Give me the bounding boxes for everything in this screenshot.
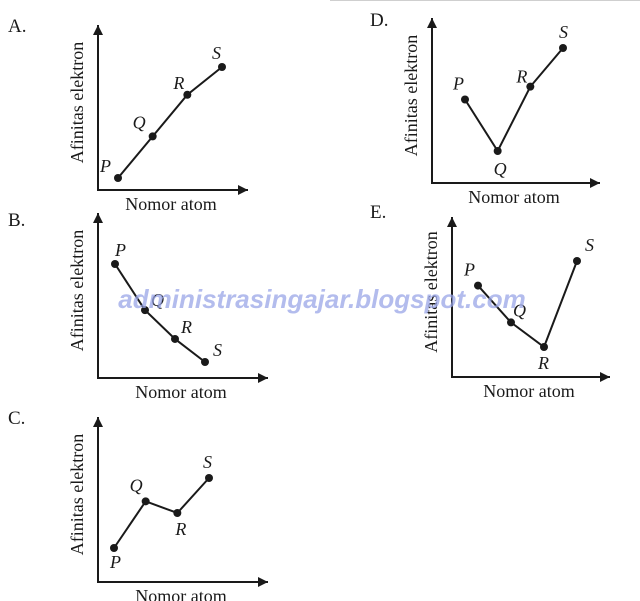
- option-letter: B.: [8, 210, 25, 231]
- point-label-r: R: [172, 73, 184, 93]
- point-label-p: P: [452, 74, 464, 94]
- point-label-q: Q: [494, 159, 507, 179]
- point-s: [201, 358, 209, 366]
- y-axis-label: Afinitas elektron: [67, 230, 87, 351]
- point-label-p: P: [109, 552, 121, 572]
- point-p: [114, 174, 122, 182]
- point-label-p: P: [99, 156, 111, 176]
- point-r: [540, 343, 548, 351]
- x-axis-label: Nomor atom: [483, 381, 575, 401]
- y-axis-label: Afinitas elektron: [401, 35, 421, 156]
- option-letter: C.: [8, 408, 25, 429]
- x-axis-label: Nomor atom: [468, 187, 560, 207]
- y-axis-arrow: [447, 217, 457, 227]
- point-label-q: Q: [151, 290, 164, 310]
- series-line: [477, 260, 578, 349]
- point-s: [218, 63, 226, 71]
- option-letter: E.: [370, 202, 386, 223]
- chart-option-3: C. Afinitas elektron Nomor atom P Q R S: [8, 408, 268, 601]
- y-axis-arrow: [427, 18, 437, 28]
- point-label-q: Q: [133, 112, 146, 132]
- x-axis-label: Nomor atom: [135, 382, 227, 402]
- point-label-r: R: [537, 353, 549, 373]
- point-q: [493, 147, 502, 155]
- y-axis-arrow: [93, 417, 103, 427]
- x-axis-arrow: [590, 178, 600, 188]
- point-r: [526, 82, 535, 91]
- point-r: [173, 509, 182, 517]
- x-axis-arrow: [258, 577, 268, 587]
- x-axis-label: Nomor atom: [135, 586, 227, 601]
- series-line: [464, 47, 564, 154]
- y-axis-label: Afinitas elektron: [67, 42, 87, 163]
- y-axis-arrow: [93, 213, 103, 223]
- x-axis-arrow: [600, 372, 610, 382]
- point-label-p: P: [114, 240, 126, 260]
- chart-option-5: E. Afinitas elektron Nomor atom P Q R S: [370, 202, 610, 401]
- point-label-p: P: [463, 260, 475, 280]
- point-label-s: S: [585, 235, 594, 255]
- point-label-s: S: [212, 43, 221, 63]
- option-letter: D.: [370, 10, 388, 31]
- point-p: [474, 281, 482, 290]
- x-axis-arrow: [258, 373, 268, 383]
- point-label-r: R: [174, 519, 186, 539]
- point-label-q: Q: [513, 300, 526, 320]
- point-p: [461, 95, 469, 104]
- point-s: [205, 474, 213, 482]
- point-label-s: S: [203, 452, 212, 472]
- y-axis-arrow: [93, 25, 103, 35]
- series-line: [114, 263, 206, 363]
- point-r: [171, 334, 179, 343]
- axes: [451, 217, 610, 378]
- point-q: [141, 497, 150, 506]
- chart-option-2: B. Afinitas elektron Nomor atom P QR S: [8, 210, 268, 402]
- y-axis-label: Afinitas elektron: [67, 434, 87, 555]
- x-axis-label: Nomor atom: [125, 194, 217, 214]
- axes: [97, 417, 268, 583]
- point-r: [183, 90, 192, 99]
- point-p: [111, 260, 119, 268]
- y-axis-label: Afinitas elektron: [421, 231, 441, 352]
- point-q: [148, 132, 157, 141]
- point-s: [559, 44, 567, 52]
- axes: [97, 25, 248, 191]
- axes: [431, 18, 600, 184]
- x-axis-arrow: [238, 185, 248, 195]
- chart-option-1: A. Afinitas elektron Nomor atom P Q R S: [8, 16, 248, 214]
- point-s: [573, 257, 581, 265]
- point-label-q: Q: [130, 475, 143, 495]
- point-label-r: R: [515, 67, 527, 87]
- point-label-s: S: [559, 22, 568, 42]
- point-label-s: S: [213, 340, 222, 360]
- point-q: [507, 318, 515, 327]
- series-line: [113, 477, 210, 549]
- watermark-text: administrasingajar.blogspot.com: [118, 284, 525, 314]
- series-line: [117, 66, 223, 179]
- point-q: [141, 306, 149, 315]
- point-label-r: R: [180, 317, 192, 337]
- point-p: [110, 544, 118, 552]
- option-letter: A.: [8, 16, 26, 37]
- chart-option-4: D. Afinitas elektron Nomor atom P Q R S: [370, 10, 600, 207]
- axes: [97, 213, 268, 379]
